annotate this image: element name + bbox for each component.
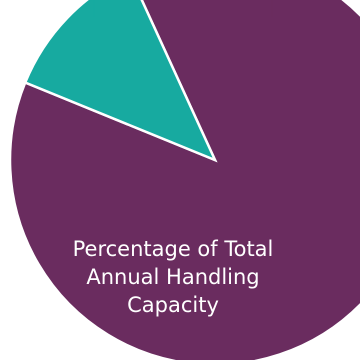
chart-title: Percentage of Total Annual Handling Capa…	[73, 237, 274, 317]
pie-slice-purple	[8, 0, 360, 360]
pie-slices	[8, 0, 360, 360]
chart-title-line-1: Percentage of Total	[73, 237, 274, 261]
pie-slice-teal	[23, 0, 218, 163]
chart-title-line-3: Capacity	[127, 293, 219, 317]
leader-lines	[93, 0, 273, 17]
chart-title-line-2: Annual Handling	[86, 265, 259, 289]
